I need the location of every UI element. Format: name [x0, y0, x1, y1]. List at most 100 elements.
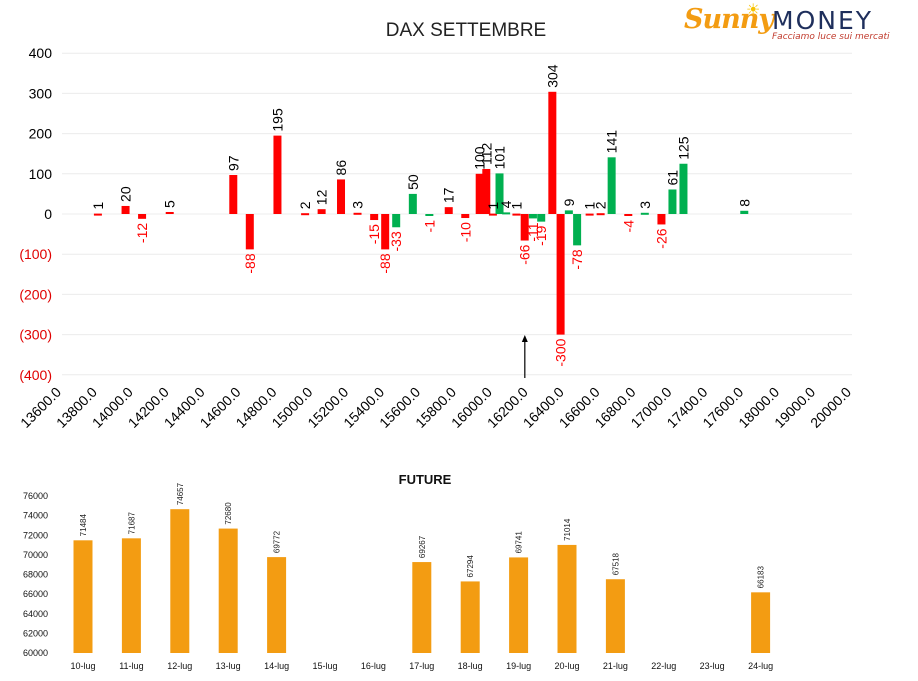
future-y-tick-label: 66000 — [23, 589, 48, 599]
logo-sunny-text: Sunny — [684, 4, 774, 35]
dax-bar — [520, 214, 529, 241]
future-data-label: 69772 — [273, 530, 282, 553]
future-x-tick-label: 17-lug — [409, 661, 434, 671]
future-x-tick-label: 11-lug — [119, 661, 143, 671]
dax-bar — [121, 205, 130, 214]
dax-y-tick-label: 100 — [29, 166, 53, 182]
dax-bar — [93, 213, 102, 216]
dax-bar — [668, 189, 677, 214]
dax-gridlines — [62, 52, 852, 376]
dax-y-tick-label: (100) — [19, 246, 52, 262]
future-x-tick-label: 13-lug — [216, 661, 241, 671]
dax-data-label: -19 — [533, 225, 549, 245]
future-y-axis-ticks: 76000 74000 72000 70000 68000 66000 64000 62000… — [23, 491, 48, 658]
dax-data-labels: 120-12597-88195212863-15-88-3317-1010011… — [90, 64, 752, 366]
dax-bar — [165, 211, 174, 214]
future-x-tick-label: 24-lug — [748, 661, 773, 671]
dax-data-label: 1 — [582, 202, 598, 210]
dax-bar — [273, 135, 282, 214]
dax-data-label: -33 — [388, 231, 404, 251]
future-x-tick-label: 20-lug — [554, 661, 579, 671]
dax-bar — [573, 214, 582, 246]
dax-data-label: -11 — [525, 222, 541, 241]
dax-bar — [381, 214, 390, 250]
dax-bar — [495, 173, 504, 214]
future-x-tick-label: 21-lug — [603, 661, 628, 671]
dax-bar — [317, 209, 326, 214]
future-x-tick-label: 12-lug — [167, 661, 192, 671]
dax-bar — [502, 212, 511, 215]
dax-chart-title: DAX SETTEMBRE — [386, 20, 546, 41]
future-bar — [170, 509, 190, 653]
dax-y-tick-label: 400 — [29, 45, 53, 61]
dax-bar — [444, 207, 453, 214]
dax-data-label: 2 — [593, 201, 609, 209]
dax-data-label: -88 — [242, 253, 258, 273]
dax-data-label: 195 — [269, 108, 285, 132]
dax-data-label: -78 — [569, 249, 585, 269]
future-x-tick-label: 15-lug — [312, 661, 337, 671]
dax-data-label: 17 — [441, 187, 457, 203]
dax-bar — [392, 214, 401, 228]
sunny-money-logo: Sunny ☀ MONEY Facciamo luce sui mercati — [684, 2, 890, 46]
dax-bar — [512, 213, 521, 216]
future-x-tick-label: 14-lug — [264, 661, 289, 671]
dax-data-label: 2 — [297, 201, 313, 209]
dax-y-tick-label: 300 — [29, 85, 53, 101]
dax-data-label: 112 — [478, 142, 494, 165]
dax-bar — [353, 212, 362, 215]
future-x-tick-label: 16-lug — [361, 661, 386, 671]
future-y-tick-label: 74000 — [23, 511, 48, 521]
dax-data-label: 3 — [637, 201, 653, 209]
future-bar — [412, 562, 432, 653]
dax-data-label: -300 — [553, 338, 569, 366]
future-y-tick-label: 64000 — [23, 609, 48, 619]
dax-data-label: 1 — [485, 202, 501, 210]
dax-bar — [425, 214, 434, 216]
future-bars — [73, 509, 771, 653]
dax-bar — [585, 213, 594, 216]
future-data-label: 67518 — [611, 552, 620, 575]
future-bar — [460, 581, 480, 653]
future-x-tick-label: 19-lug — [506, 661, 531, 671]
future-bar — [557, 544, 577, 653]
future-data-label: 71484 — [79, 514, 88, 537]
future-x-tick-label: 10-lug — [70, 661, 95, 671]
dax-data-label: 5 — [162, 200, 178, 208]
future-bar — [121, 538, 141, 653]
dax-y-tick-label: (200) — [19, 286, 52, 302]
dax-data-label: 9 — [561, 198, 577, 206]
dax-bar — [301, 213, 310, 216]
future-data-label: 69741 — [515, 531, 524, 554]
dax-bars — [93, 91, 749, 335]
future-data-label: 69267 — [418, 535, 427, 558]
future-bar — [267, 557, 287, 653]
logo-tagline: Facciamo luce sui mercati — [772, 32, 890, 42]
dax-y-tick-label: (300) — [19, 327, 52, 343]
future-data-label: 71687 — [127, 512, 136, 535]
dax-bar — [408, 193, 417, 214]
dax-bar — [482, 168, 491, 214]
dax-data-label: 304 — [544, 64, 560, 88]
dax-bar — [475, 173, 484, 214]
future-bar — [605, 579, 625, 653]
dax-data-label: 101 — [492, 146, 508, 170]
dax-bar — [229, 175, 238, 214]
dax-data-label: 3 — [350, 201, 366, 209]
dax-bar — [624, 214, 633, 216]
dax-data-label: -15 — [366, 224, 382, 244]
dax-data-label: 1 — [90, 202, 106, 210]
future-data-label: 67294 — [466, 555, 475, 578]
future-x-tick-label: 23-lug — [700, 661, 725, 671]
sun-icon: ☀ — [746, 2, 761, 19]
dax-bar — [657, 214, 666, 225]
dax-data-label: 1 — [508, 202, 524, 210]
future-data-labels: 71484 71687 74657 72680 69772 69267 67294 69741… — [79, 482, 766, 588]
dax-bar — [370, 214, 379, 221]
dax-data-label: 61 — [664, 170, 680, 186]
future-bar — [751, 592, 771, 653]
dax-bar — [337, 179, 346, 214]
future-y-tick-label: 60000 — [23, 648, 48, 658]
dax-data-label: -10 — [457, 222, 473, 242]
